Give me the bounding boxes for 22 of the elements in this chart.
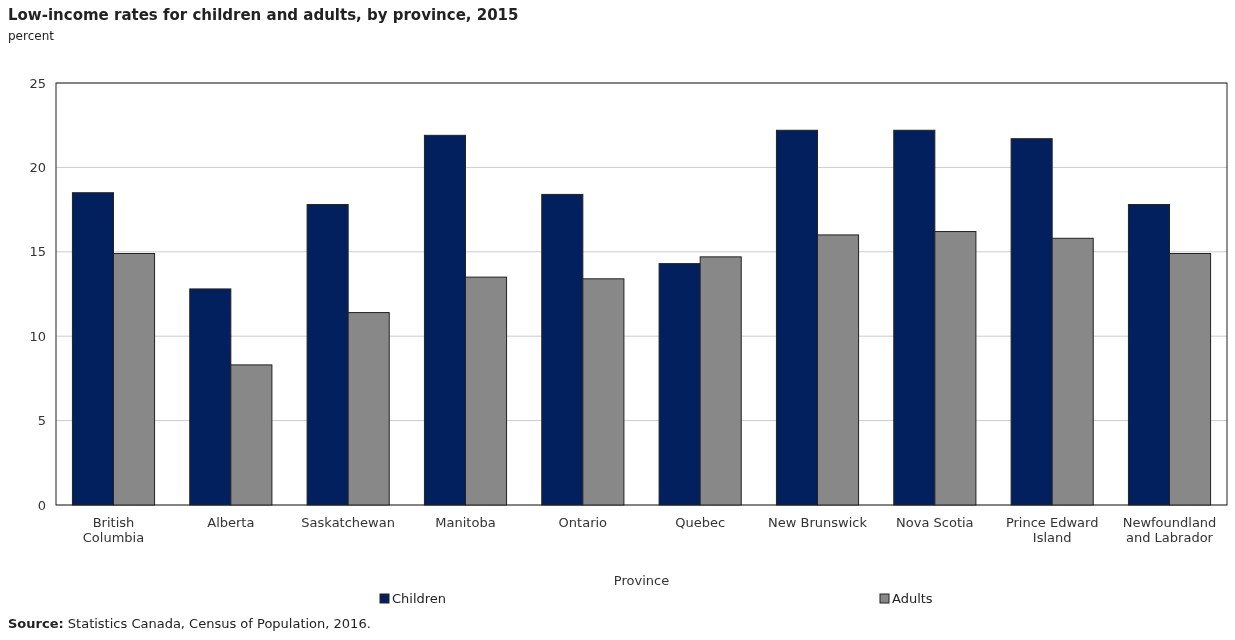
x-tick-label: New Brunswick: [768, 515, 868, 530]
y-axis-title: percent: [8, 29, 55, 43]
y-tick-label: 15: [29, 244, 46, 260]
y-tick-label: 5: [37, 413, 46, 429]
x-tick-label: Prince Edward Island: [1005, 515, 1099, 545]
y-tick-label: 10: [29, 328, 46, 344]
y-tick-label: 20: [29, 160, 46, 176]
y-tick-label: 25: [29, 75, 46, 91]
x-tick-label: Saskatchewan: [301, 515, 395, 530]
x-tick-label: British Columbia: [82, 515, 145, 545]
x-tick-label: Alberta: [207, 515, 255, 530]
legend-label: Children: [392, 591, 447, 606]
x-tick-label: Nova Scotia: [896, 515, 974, 530]
x-tick-label: Manitoba: [435, 515, 496, 530]
chart-title: Low-income rates for children and adults, by province, 2015: [8, 6, 519, 24]
x-axis-title: Province: [613, 573, 670, 588]
x-tick-label: Ontario: [558, 515, 608, 530]
source-note: Source: Statistics Canada, Census of Population, 2016.: [8, 616, 371, 631]
x-tick-label: Quebec: [675, 515, 726, 530]
x-tick-label: Newfoundland and Labrador: [1122, 515, 1217, 545]
y-tick-label: 0: [37, 497, 46, 513]
legend-label: Adults: [892, 591, 933, 606]
